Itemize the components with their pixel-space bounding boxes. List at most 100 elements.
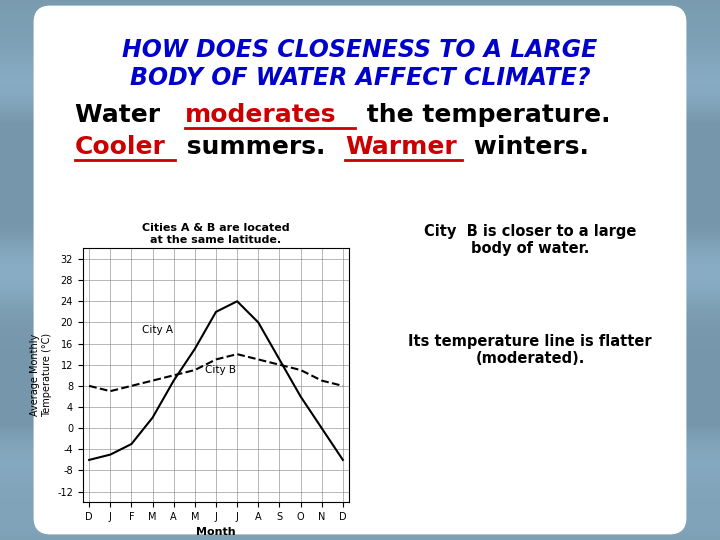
Bar: [0, 73, 720, 74]
Bar: [0, 102, 720, 103]
Bar: [0, 327, 720, 328]
Bar: [0, 39, 720, 40]
Bar: [0, 394, 720, 395]
Bar: [0, 251, 720, 252]
Bar: [0, 178, 720, 179]
Bar: [0, 389, 720, 390]
Bar: [0, 425, 720, 426]
Bar: [0, 437, 720, 438]
Bar: [0, 124, 720, 125]
Bar: [0, 227, 720, 228]
Bar: [0, 212, 720, 213]
Bar: [0, 62, 720, 63]
Bar: [0, 442, 720, 443]
Bar: [0, 71, 720, 72]
Bar: [0, 239, 720, 240]
Bar: [0, 37, 720, 38]
Bar: [0, 369, 720, 370]
Bar: [0, 313, 720, 314]
Bar: [0, 514, 720, 515]
Bar: [0, 30, 720, 31]
Bar: [0, 51, 720, 52]
Bar: [0, 413, 720, 414]
Bar: [0, 254, 720, 255]
Bar: [0, 34, 720, 35]
Bar: [0, 536, 720, 537]
Bar: [0, 93, 720, 94]
Bar: [0, 245, 720, 246]
Bar: [0, 323, 720, 324]
Bar: [0, 253, 720, 254]
Bar: [0, 144, 720, 145]
Bar: [0, 111, 720, 112]
Bar: [0, 491, 720, 492]
Bar: [0, 289, 720, 290]
Bar: [0, 465, 720, 466]
Bar: [0, 228, 720, 229]
Bar: [0, 175, 720, 176]
Bar: [0, 29, 720, 30]
Bar: [0, 14, 720, 15]
Bar: [0, 100, 720, 101]
Bar: [0, 451, 720, 452]
Bar: [0, 489, 720, 490]
Bar: [0, 126, 720, 127]
Bar: [0, 391, 720, 392]
Bar: [0, 521, 720, 522]
Bar: [0, 532, 720, 533]
Bar: [0, 444, 720, 445]
Bar: [0, 426, 720, 427]
Bar: [0, 460, 720, 461]
Bar: [0, 329, 720, 330]
Bar: [0, 505, 720, 506]
Text: HOW DOES CLOSENESS TO A LARGE: HOW DOES CLOSENESS TO A LARGE: [122, 38, 598, 62]
Bar: [0, 355, 720, 356]
Text: Its temperature line is flatter
(moderated).: Its temperature line is flatter (moderat…: [408, 334, 652, 366]
Bar: [0, 121, 720, 122]
Bar: [0, 125, 720, 126]
Bar: [0, 140, 720, 141]
Bar: [0, 345, 720, 346]
Bar: [0, 41, 720, 42]
Y-axis label: Average Monthly
Temperature (°C): Average Monthly Temperature (°C): [30, 333, 52, 417]
Bar: [0, 295, 720, 296]
Bar: [0, 246, 720, 247]
Bar: [0, 230, 720, 231]
Bar: [0, 48, 720, 49]
Bar: [0, 377, 720, 378]
Bar: [0, 152, 720, 153]
Bar: [0, 303, 720, 304]
Bar: [0, 335, 720, 336]
Bar: [0, 526, 720, 527]
Bar: [0, 65, 720, 66]
Bar: [0, 118, 720, 119]
Bar: [0, 490, 720, 491]
Bar: [0, 290, 720, 291]
Bar: [0, 235, 720, 236]
Bar: [0, 537, 720, 538]
Bar: [0, 482, 720, 483]
Bar: [0, 516, 720, 517]
Bar: [0, 43, 720, 44]
Bar: [0, 433, 720, 434]
Bar: [0, 104, 720, 105]
Bar: [0, 217, 720, 218]
Bar: [0, 264, 720, 265]
Bar: [0, 291, 720, 292]
Bar: [0, 252, 720, 253]
Bar: [0, 130, 720, 131]
Bar: [0, 13, 720, 14]
Bar: [0, 266, 720, 267]
Bar: [0, 378, 720, 379]
Bar: [0, 480, 720, 481]
Bar: [0, 81, 720, 82]
Bar: [0, 21, 720, 22]
Bar: [0, 364, 720, 365]
Bar: [0, 153, 720, 154]
Bar: [0, 204, 720, 205]
Bar: [0, 403, 720, 404]
Bar: [0, 294, 720, 295]
Bar: [0, 520, 720, 521]
Bar: [0, 98, 720, 99]
Bar: [0, 185, 720, 186]
